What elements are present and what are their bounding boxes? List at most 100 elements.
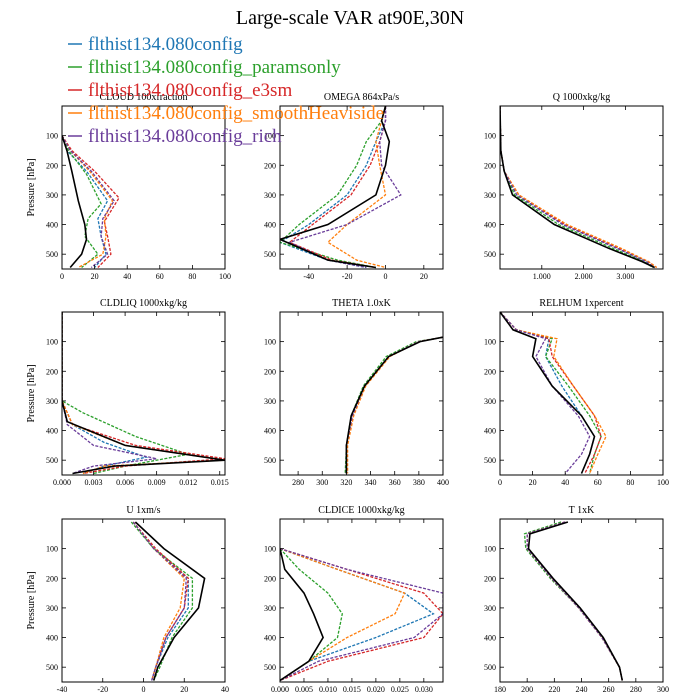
series-line-5: [62, 135, 88, 269]
plot-frame: [499, 518, 664, 683]
x-tick-label: 240: [576, 685, 588, 694]
panel-title: CLOUD 100xfraction: [99, 92, 187, 103]
x-tick-label: 260: [603, 685, 615, 694]
x-tick-label: 0: [498, 478, 502, 487]
series-line-3: [326, 106, 387, 269]
y-tick-label: 100: [484, 338, 496, 347]
panel-8: T 1xK 180 200 220 240 260 280 300 100 200 300 400 50…: [484, 505, 669, 694]
x-tick-label: 380: [413, 478, 425, 487]
series-line-0: [500, 106, 655, 269]
y-tick-label: 200: [46, 574, 58, 583]
y-tick-label: 200: [264, 574, 276, 583]
x-tick-label: 80: [188, 272, 196, 281]
panel-title: RELHUM 1xpercent: [539, 298, 623, 309]
panels: CLOUD 100xfraction Pressure [hPa] 0 20 40 60 8…: [26, 92, 669, 694]
series-line-3: [346, 336, 443, 474]
x-tick-label: 40: [123, 272, 131, 281]
x-tick-label: 1.000: [533, 272, 551, 281]
x-tick-label: 0.005: [295, 685, 313, 694]
y-tick-label: 200: [484, 161, 496, 170]
x-tick-label: 100: [657, 478, 669, 487]
x-tick-label: 40: [561, 478, 569, 487]
x-tick-label: 300: [316, 478, 328, 487]
y-tick-label: 200: [264, 367, 276, 376]
y-tick-label: 500: [46, 456, 58, 465]
y-tick-label: 300: [46, 397, 58, 406]
panel-title: Q 1000xkg/kg: [553, 92, 611, 103]
y-tick-label: 200: [46, 367, 58, 376]
x-tick-label: 400: [437, 478, 449, 487]
series-line-1: [500, 312, 602, 474]
x-tick-label: 280: [630, 685, 642, 694]
y-tick-label: 100: [46, 338, 58, 347]
y-tick-label: 100: [46, 545, 58, 554]
panel-0: CLOUD 100xfraction Pressure [hPa] 0 20 40 60 8…: [26, 92, 231, 281]
x-tick-label: 320: [340, 478, 352, 487]
y-tick-label: 100: [264, 338, 276, 347]
y-tick-label: 500: [484, 456, 496, 465]
series-line-1: [344, 336, 443, 474]
series-line-4: [280, 547, 443, 682]
x-tick-label: -20: [342, 272, 353, 281]
x-tick-label: 0.000: [271, 685, 289, 694]
y-tick-label: 100: [484, 132, 496, 141]
y-axis-label: Pressure [hPa]: [26, 158, 37, 216]
series-line-5: [280, 106, 391, 269]
series-line-2: [345, 336, 443, 474]
y-tick-label: 400: [484, 221, 496, 230]
y-tick-label: 400: [264, 427, 276, 436]
y-tick-label: 500: [484, 663, 496, 672]
panel-3: CLDLIQ 1000xkg/kg Pressure [hPa] 0.000 0.00…: [26, 298, 229, 487]
legend-label: flthist134.080config_paramsonly: [88, 57, 341, 78]
legend-label: flthist134.080config_e3sm: [88, 80, 292, 101]
y-tick-label: 500: [264, 456, 276, 465]
series-group: [500, 106, 658, 269]
series-line-4: [132, 521, 187, 681]
x-tick-label: 20: [420, 272, 428, 281]
y-tick-label: 400: [484, 427, 496, 436]
x-tick-label: 0.006: [116, 478, 134, 487]
x-tick-label: 20: [529, 478, 537, 487]
panel-4: THETA 1.0xK 280 300 320 340 360 380 400 100 200 30…: [264, 298, 449, 487]
x-tick-label: 2.000: [575, 272, 593, 281]
x-tick-label: 20: [180, 685, 188, 694]
series-line-3: [500, 312, 607, 474]
y-tick-label: 500: [264, 663, 276, 672]
y-tick-label: 100: [484, 545, 496, 554]
y-tick-label: 500: [484, 250, 496, 259]
x-tick-label: 20: [91, 272, 99, 281]
legend: flthist134.080configflthist134.080config…: [68, 34, 384, 147]
panel-title: T 1xK: [569, 505, 595, 516]
x-tick-label: 0.009: [148, 478, 166, 487]
panel-1: OMEGA 864xPa/s -40 -20 0 20 100 200 300 400 500: [264, 92, 444, 281]
y-tick-label: 300: [484, 191, 496, 200]
y-tick-label: 200: [264, 161, 276, 170]
series-line-5: [280, 548, 324, 682]
y-tick-label: 400: [46, 427, 58, 436]
series-group: [344, 336, 443, 474]
y-tick-label: 300: [46, 191, 58, 200]
series-line-2: [280, 547, 443, 682]
series-line-5: [500, 312, 596, 474]
panel-6: U 1xm/s Pressure [hPa] -40 -20 0 20 40 100 200 30…: [26, 505, 229, 694]
series-group: [130, 521, 206, 681]
x-tick-label: 60: [156, 272, 164, 281]
y-axis-label: Pressure [hPa]: [26, 364, 37, 422]
plot-frame: [61, 311, 226, 476]
y-tick-label: 500: [46, 250, 58, 259]
series-line-5: [527, 521, 624, 681]
plot-frame: [279, 311, 444, 476]
series-line-1: [280, 106, 387, 269]
y-tick-label: 200: [484, 367, 496, 376]
series-line-4: [62, 312, 157, 475]
y-tick-label: 100: [46, 132, 58, 141]
x-tick-label: 0.012: [179, 478, 197, 487]
x-tick-label: -40: [57, 685, 68, 694]
panel-title: THETA 1.0xK: [332, 298, 391, 309]
x-tick-label: 0.015: [211, 478, 229, 487]
plot-frame: [61, 105, 226, 270]
series-group: [523, 521, 624, 681]
series-line-4: [500, 106, 655, 269]
series-line-1: [500, 106, 653, 269]
